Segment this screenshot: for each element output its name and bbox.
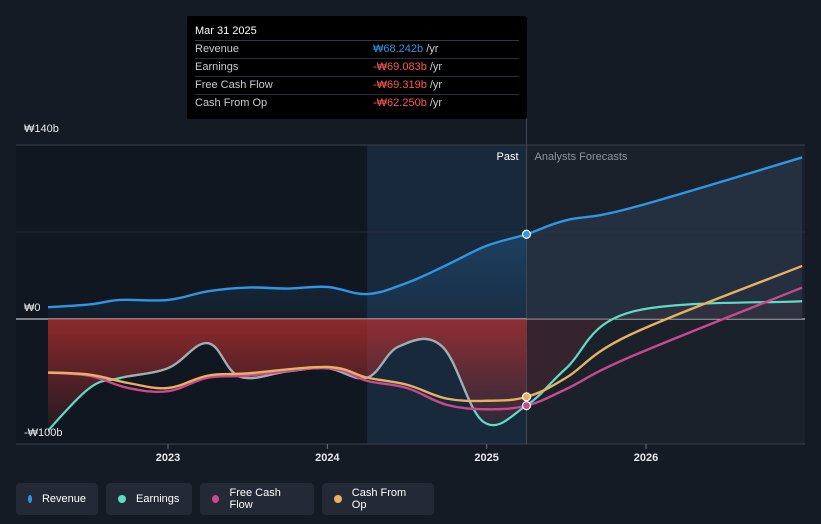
hover-tooltip: Mar 31 2025 Revenue ₩68.242b /yr Earning…: [187, 16, 527, 119]
tooltip-row-earnings: Earnings -₩69.083b /yr: [195, 59, 519, 77]
tooltip-label: Free Cash Flow: [195, 79, 273, 91]
legend-dot-icon: [334, 495, 342, 503]
tooltip-value-number: -₩69.083b: [373, 61, 427, 73]
tooltip-value: ₩68.242b /yr: [373, 41, 438, 58]
tooltip-row-cash-from-op: Cash From Op -₩62.250b /yr: [195, 95, 519, 112]
x-tick-label: 2025: [474, 452, 498, 464]
legend-dot-icon: [212, 495, 220, 503]
revenue-marker: [521, 229, 532, 239]
legend-label: Earnings: [136, 493, 180, 505]
chart-legend: Revenue Earnings Free Cash Flow Cash Fro…: [16, 483, 434, 515]
earnings-negative-area-forecast: [526, 301, 803, 406]
tooltip-label: Cash From Op: [195, 97, 268, 109]
past-label: Past: [496, 151, 518, 163]
legend-item-cash-from-op[interactable]: Cash From Op: [322, 483, 434, 515]
legend-label: Free Cash Flow: [229, 487, 281, 511]
area-fill-layer: [48, 157, 803, 431]
earnings-negative-area-past: [48, 319, 527, 431]
x-tick-label: 2024: [315, 452, 340, 464]
legend-dot-icon: [118, 495, 126, 503]
free-cash-flow-marker: [521, 401, 532, 411]
tooltip-date: Mar 31 2025: [195, 22, 519, 41]
tooltip-value-unit: /yr: [429, 97, 443, 109]
tooltip-value: -₩69.083b /yr: [373, 59, 442, 76]
tooltip-label: Earnings: [195, 61, 239, 73]
tooltip-value-number: ₩68.242b: [373, 43, 424, 55]
tooltip-row-revenue: Revenue ₩68.242b /yr: [195, 41, 519, 59]
tooltip-value: -₩69.319b /yr: [373, 77, 442, 94]
tooltip-label: Revenue: [195, 43, 240, 55]
tooltip-value-unit: /yr: [429, 79, 443, 91]
free-cash-flow-line: [48, 286, 803, 411]
forecast-label: Analysts Forecasts: [535, 151, 628, 163]
tooltip-value-number: -₩69.319b: [373, 79, 427, 91]
legend-label: Cash From Op: [351, 487, 407, 511]
revenue-line: [48, 156, 803, 309]
series-lines-layer: [48, 156, 803, 433]
y-tick-label: ₩140b: [24, 123, 59, 135]
cash-from-op-line: [48, 264, 803, 403]
x-tick-label: 2026: [634, 452, 658, 464]
revenue-area-past: [48, 234, 527, 319]
legend-label: Revenue: [41, 493, 86, 505]
tooltip-value-number: -₩62.250b: [373, 97, 427, 109]
y-tick-label: ₩0: [24, 302, 41, 314]
tooltip-row-free-cash-flow: Free Cash Flow -₩69.319b /yr: [195, 77, 519, 95]
markers-layer: [521, 229, 532, 411]
legend-item-free-cash-flow[interactable]: Free Cash Flow: [200, 483, 314, 515]
tooltip-value-unit: /yr: [429, 61, 443, 73]
x-tick-label: 2023: [156, 452, 180, 464]
tooltip-value: -₩62.250b /yr: [373, 95, 442, 112]
cash-from-op-marker: [521, 392, 532, 402]
y-tick-label: -₩100b: [24, 427, 63, 439]
legend-item-earnings[interactable]: Earnings: [106, 483, 192, 515]
legend-dot-icon: [28, 495, 32, 503]
legend-item-revenue[interactable]: Revenue: [16, 483, 98, 515]
revenue-area-forecast: [526, 157, 803, 319]
axis-text-layer: ₩140b ₩0 -₩100b 2023 2024 2025 2026 Past Analyst…: [24, 123, 658, 464]
tooltip-value-unit: /yr: [426, 43, 439, 55]
